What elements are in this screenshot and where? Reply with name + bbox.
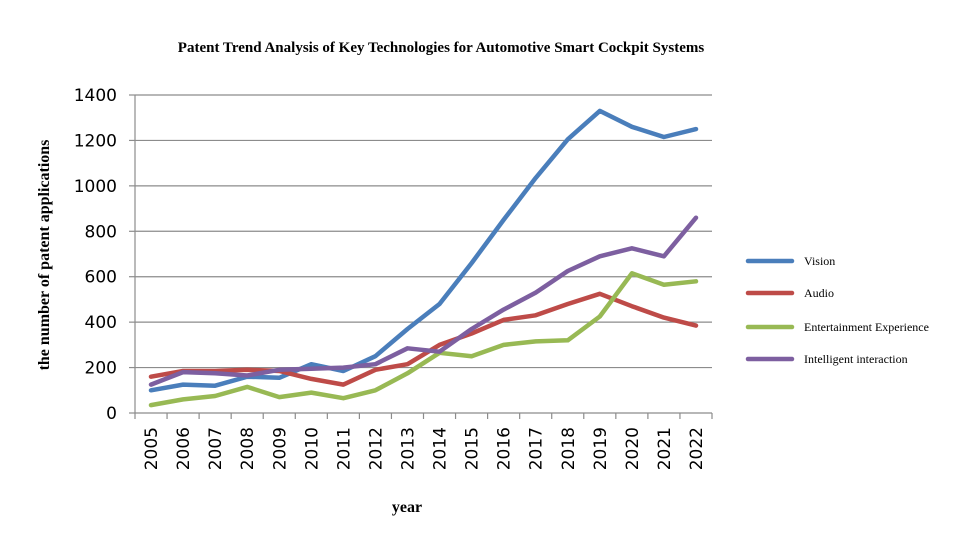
legend-label: Intelligent interaction <box>804 352 908 366</box>
y-tick-label: 1000 <box>74 177 117 197</box>
x-axis-label: year <box>392 499 422 516</box>
y-axis-label: the number of patent applications <box>36 140 53 371</box>
y-tick-label: 600 <box>85 268 117 288</box>
gridlines <box>129 94 713 419</box>
legend-label: Vision <box>804 254 835 268</box>
legend-label: Audio <box>804 286 834 300</box>
x-tick-label: 2010 <box>302 427 322 470</box>
x-tick-label: 2012 <box>366 427 386 470</box>
chart-title: Patent Trend Analysis of Key Technologie… <box>178 40 705 56</box>
series-line-vision <box>148 108 699 393</box>
x-tick-label: 2020 <box>623 427 643 470</box>
x-tick-label: 2019 <box>591 427 611 470</box>
x-tick-label: 2018 <box>559 427 579 470</box>
x-tick-label: 2005 <box>142 427 162 470</box>
y-tick-label: 200 <box>85 359 117 379</box>
x-tick-label: 2022 <box>687 427 707 470</box>
x-tick-label: 2008 <box>238 427 258 470</box>
legend-label: Entertainment Experience <box>804 320 929 334</box>
x-tick-label: 2015 <box>463 427 483 470</box>
x-tick-label: 2021 <box>655 427 675 470</box>
y-tick-label: 400 <box>85 313 117 333</box>
x-tick-label: 2007 <box>206 427 226 470</box>
y-tick-labels: 0 200 400 600 800 1000 1200 1400 <box>74 86 117 424</box>
x-tick-label: 2009 <box>270 427 290 470</box>
x-tick-labels: 2005 2006 2007 2008 2009 2010 2011 2012 2013 2014… <box>142 427 707 470</box>
y-tick-label: 800 <box>85 222 117 242</box>
x-tick-label: 2013 <box>398 427 418 470</box>
x-tick-label: 2006 <box>174 427 194 470</box>
y-tick-label: 1400 <box>74 86 117 106</box>
x-tick-label: 2017 <box>527 427 547 470</box>
y-tick-label: 0 <box>106 404 117 424</box>
legend: Vision Audio Entertainment Experience Intel… <box>745 254 929 366</box>
y-tick-label: 1200 <box>74 131 117 151</box>
series-line-entertainment-experience <box>148 271 699 408</box>
x-tick-label: 2014 <box>431 427 451 470</box>
series-line-audio <box>148 291 699 387</box>
series-line-intelligent-interaction <box>148 215 699 387</box>
x-tick-label: 2011 <box>334 427 354 470</box>
x-tick-label: 2016 <box>495 427 515 470</box>
series-lines <box>148 108 699 408</box>
